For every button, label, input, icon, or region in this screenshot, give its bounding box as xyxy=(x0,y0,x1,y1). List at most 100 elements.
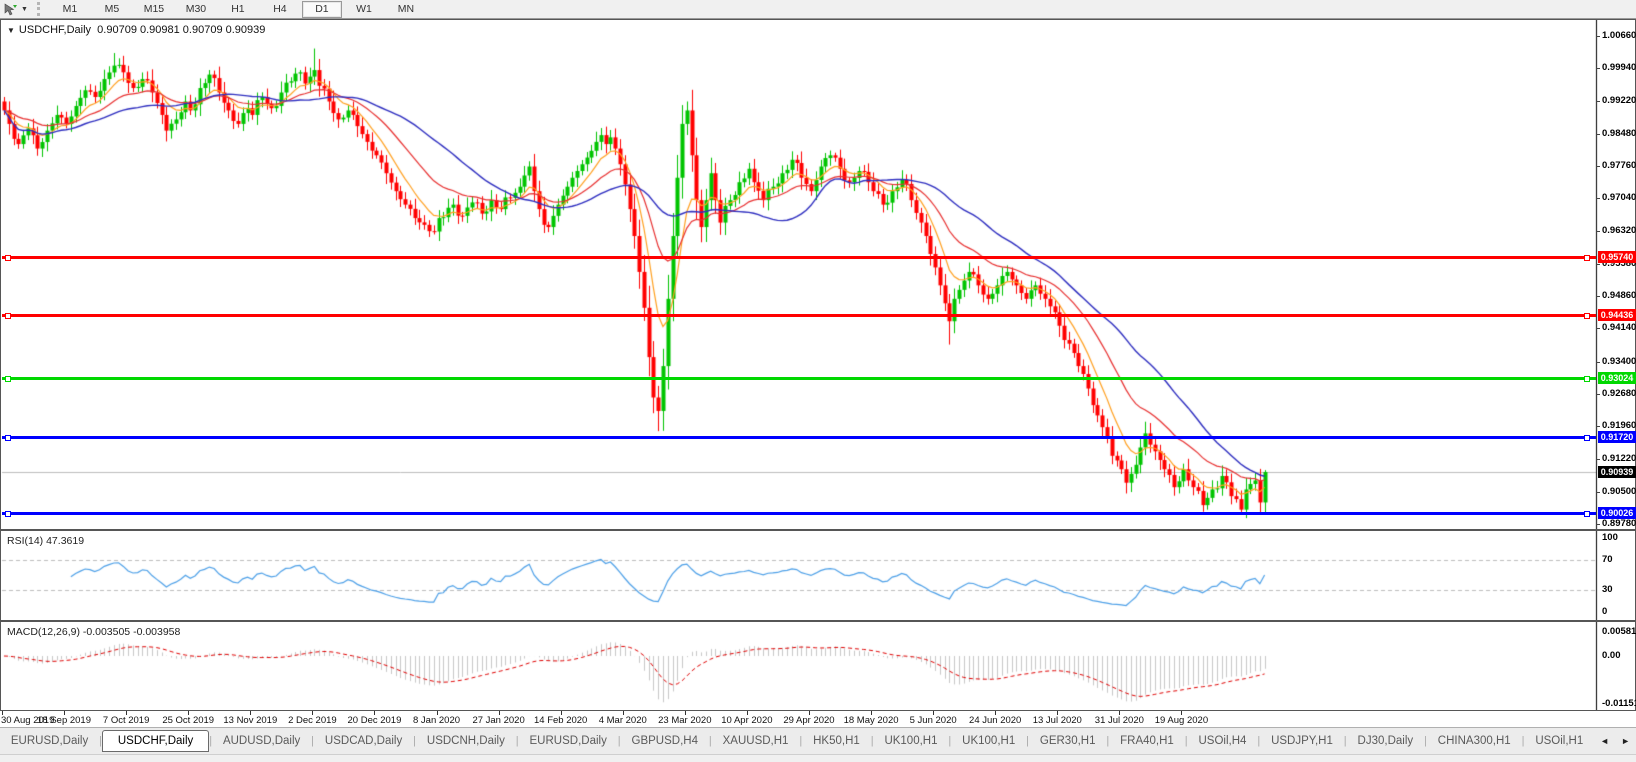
line-drag-handle-icon[interactable] xyxy=(5,313,11,320)
line-drag-handle-icon[interactable] xyxy=(1584,510,1590,517)
horizontal-level-line-0.93024[interactable] xyxy=(2,376,1596,383)
toolbar-grip[interactable] xyxy=(36,2,45,16)
timeframe-button-D1[interactable]: D1 xyxy=(301,0,342,18)
macd-axis-label: -0.01151 xyxy=(1602,697,1636,709)
line-drag-handle-icon[interactable] xyxy=(5,376,11,383)
date-axis-label: 7 Oct 2019 xyxy=(102,715,150,726)
price-axis-label: 0.99220 xyxy=(1602,94,1636,106)
tab-scroll-right-icon[interactable]: ► xyxy=(1621,736,1631,746)
horizontal-level-line-0.95740[interactable] xyxy=(2,254,1596,261)
date-axis-tick xyxy=(312,711,314,715)
chart-tab-USDCHF-Daily[interactable]: USDCHF,Daily xyxy=(101,730,210,752)
price-axis-tick xyxy=(1596,263,1600,265)
date-axis-tick xyxy=(250,711,252,715)
chart-tab-EURUSD-Daily[interactable]: EURUSD,Daily xyxy=(10,735,89,747)
macd-canvas[interactable] xyxy=(1,622,1635,710)
timeframe-button-H4[interactable]: H4 xyxy=(273,2,287,15)
price-axis-tick xyxy=(1596,68,1600,70)
horizontal-level-line-0.90026[interactable] xyxy=(2,510,1596,517)
line-drag-handle-icon[interactable] xyxy=(5,254,11,261)
rsi-indicator-label: RSI(14) 47.3619 xyxy=(7,535,85,547)
date-axis-tick xyxy=(2,711,3,715)
chart-tab-USDCAD-Daily[interactable]: USDCAD,Daily xyxy=(324,735,403,747)
chart-tab-USOil-H4[interactable]: USOil,H4 xyxy=(1198,735,1247,747)
date-axis-label: 27 Jan 2020 xyxy=(472,715,525,726)
tab-scroll-left-icon[interactable]: ◄ xyxy=(1600,736,1610,746)
price-axis-tick xyxy=(1596,523,1600,525)
timeframe-button-M1[interactable]: M1 xyxy=(62,2,78,15)
chart-tab-GER30-H1[interactable]: GER30,H1 xyxy=(1039,735,1096,747)
price-axis-label: 0.94860 xyxy=(1602,290,1636,302)
chart-tab-HK50-H1[interactable]: HK50,H1 xyxy=(813,735,860,747)
chart-tab-UK100-H1[interactable]: UK100,H1 xyxy=(884,735,938,747)
price-axis-tick xyxy=(1596,230,1600,232)
macd-axis-label: 0.005818 xyxy=(1602,625,1636,637)
horizontal-level-line-0.94436[interactable] xyxy=(2,313,1596,320)
crosshair-cursor-icon[interactable] xyxy=(1,2,19,17)
price-axis-label: 0.95580 xyxy=(1602,257,1636,269)
tab-separator: | xyxy=(515,735,519,747)
cursor-dropdown-arrow-icon[interactable]: ▼ xyxy=(21,5,28,13)
rsi-axis-label: 30 xyxy=(1602,583,1613,595)
timeframe-button-M15[interactable]: M15 xyxy=(143,2,165,15)
price-axis-label: 0.91220 xyxy=(1602,453,1636,465)
line-drag-handle-icon[interactable] xyxy=(5,510,11,517)
date-axis-tick xyxy=(1181,711,1183,715)
line-drag-handle-icon[interactable] xyxy=(1584,434,1590,441)
date-axis-tick xyxy=(622,711,624,715)
timeframe-button-M5[interactable]: M5 xyxy=(104,2,120,15)
line-drag-handle-icon[interactable] xyxy=(1584,313,1590,320)
chart-tab-USDJPY-H1[interactable]: USDJPY,H1 xyxy=(1271,735,1333,747)
date-axis-label: 30 Aug 2019 xyxy=(1,715,55,726)
date-axis-tick xyxy=(374,711,376,715)
chart-tab-DJ30-Daily[interactable]: DJ30,Daily xyxy=(1357,735,1414,747)
price-level-badge-0.94436: 0.94436 xyxy=(1598,309,1636,322)
price-axis-tick xyxy=(1596,100,1600,102)
tab-separator: | xyxy=(1424,735,1427,747)
chart-tab-GBPUSD-H4[interactable]: GBPUSD,H4 xyxy=(631,735,698,747)
line-drag-handle-icon[interactable] xyxy=(5,434,11,441)
chart-tab-CHINA300-H1[interactable]: CHINA300,H1 xyxy=(1437,735,1511,747)
date-axis-label: 20 Dec 2019 xyxy=(347,715,402,726)
price-axis-label: 0.94140 xyxy=(1602,322,1636,334)
price-level-badge-0.90026: 0.90026 xyxy=(1598,506,1636,519)
timeframe-button-H1[interactable]: H1 xyxy=(231,2,245,15)
date-axis-label: 13 Nov 2019 xyxy=(223,715,278,726)
price-chart-canvas[interactable] xyxy=(1,20,1635,529)
date-axis-tick xyxy=(436,711,438,715)
timeframe-button-MN[interactable]: MN xyxy=(397,2,415,15)
tab-separator: | xyxy=(1521,735,1525,747)
date-axis-tick xyxy=(126,711,128,715)
timeframe-button-W1[interactable]: W1 xyxy=(356,2,372,15)
date-axis-tick xyxy=(560,711,562,715)
horizontal-level-line-0.91720[interactable] xyxy=(2,434,1596,441)
tab-separator: | xyxy=(870,735,874,747)
date-axis-label: 5 Jun 2020 xyxy=(909,715,957,726)
rsi-canvas[interactable] xyxy=(1,531,1635,620)
status-bar xyxy=(0,754,1636,762)
tab-separator: | xyxy=(99,735,102,747)
price-axis-label: 0.99940 xyxy=(1602,62,1636,74)
price-axis-tick xyxy=(1596,328,1600,330)
chart-tab-USOil-H1[interactable]: USOil,H1 xyxy=(1535,735,1584,747)
price-axis-label: 0.96320 xyxy=(1602,224,1636,236)
price-axis-tick xyxy=(1596,361,1600,363)
chart-tab-XAUUSD-H1[interactable]: XAUUSD,H1 xyxy=(722,735,789,747)
price-level-badge-0.93024: 0.93024 xyxy=(1598,372,1636,385)
price-axis-tick xyxy=(1596,459,1600,461)
date-axis-tick xyxy=(64,711,66,715)
chart-tab-UK100-H1[interactable]: UK100,H1 xyxy=(962,735,1016,747)
chart-tab-USDCNH-Daily[interactable]: USDCNH,Daily xyxy=(426,735,505,747)
chart-tab-FRA40-H1[interactable]: FRA40,H1 xyxy=(1120,735,1174,747)
line-drag-handle-icon[interactable] xyxy=(1584,254,1590,261)
tab-separator: | xyxy=(617,735,621,747)
tab-separator: | xyxy=(948,735,952,747)
collapse-triangle-icon[interactable]: ▼ xyxy=(7,26,15,35)
line-drag-handle-icon[interactable] xyxy=(1584,376,1590,383)
date-axis-tick xyxy=(684,711,686,715)
chart-tab-EURUSD-Daily[interactable]: EURUSD,Daily xyxy=(529,735,607,747)
timeframe-button-M30[interactable]: M30 xyxy=(185,2,207,15)
chart-tab-AUDUSD-Daily[interactable]: AUDUSD,Daily xyxy=(222,735,301,747)
date-axis-tick xyxy=(1119,711,1121,715)
chart-symbol-label: USDCHF,Daily xyxy=(18,24,92,36)
